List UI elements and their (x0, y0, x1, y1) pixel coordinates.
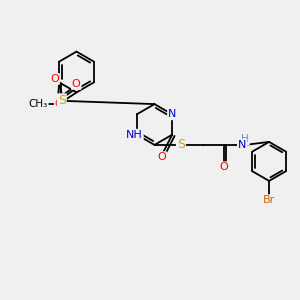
Text: CH₃: CH₃ (28, 99, 48, 109)
Text: H: H (241, 134, 249, 145)
Text: NH: NH (126, 130, 143, 140)
Text: S: S (58, 94, 66, 107)
Text: O: O (50, 74, 59, 84)
Text: O: O (219, 162, 228, 172)
Text: N: N (168, 109, 176, 119)
Text: O: O (72, 79, 81, 89)
Text: N: N (238, 140, 246, 150)
Text: Br: Br (263, 195, 275, 206)
Text: O: O (55, 99, 64, 109)
Text: O: O (157, 152, 166, 162)
Text: S: S (177, 138, 185, 152)
